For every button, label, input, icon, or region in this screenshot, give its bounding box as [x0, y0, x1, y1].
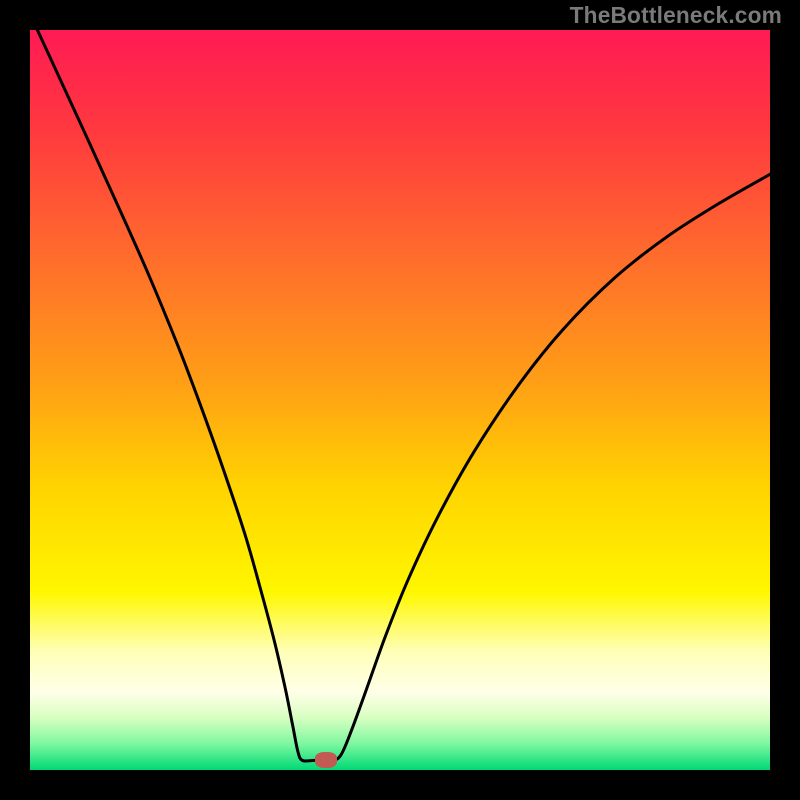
bottleneck-curve [37, 30, 770, 761]
watermark-credit: TheBottleneck.com [570, 2, 782, 29]
optimal-point-marker [315, 752, 337, 768]
curve-layer [30, 30, 770, 770]
plot-area [30, 30, 770, 770]
